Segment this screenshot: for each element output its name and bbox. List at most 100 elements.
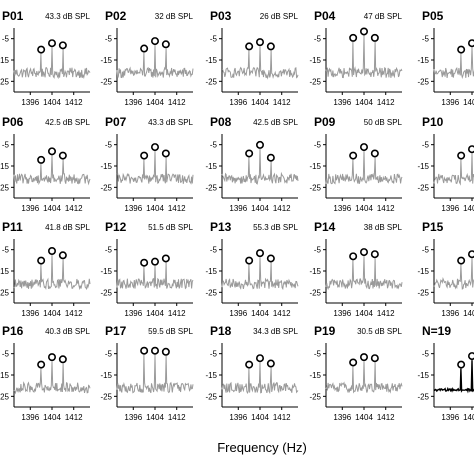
y-tick-label: -15 — [417, 267, 429, 276]
x-tick-label: 1412 — [168, 98, 186, 107]
spectrum-trace — [221, 257, 299, 291]
peak-marker — [468, 352, 474, 361]
peak-marker — [457, 45, 466, 54]
peak-marker — [255, 38, 264, 47]
spectrum-trace — [221, 46, 299, 80]
spectrum-trace — [13, 254, 91, 291]
spl-label: 41.8 dB SPL — [45, 223, 90, 232]
y-tick-label: -25 — [309, 392, 321, 401]
peak-marker — [47, 39, 56, 48]
y-tick-label: -5 — [210, 350, 218, 359]
panel-label: P05 — [422, 9, 444, 23]
y-tick-label: -15 — [309, 267, 321, 276]
peak-marker — [370, 354, 379, 363]
y-tick-label: -15 — [205, 371, 217, 380]
panel-p09: -5 -15 -25 1396 1404 1412 P09 50 dB SPL — [309, 115, 402, 213]
peak-marker — [359, 143, 368, 152]
y-tick-label: -5 — [314, 141, 322, 150]
x-tick-label: 1404 — [146, 413, 164, 422]
y-tick-label: -15 — [0, 56, 10, 65]
peak-marker — [370, 149, 379, 158]
x-tick-label: 1404 — [251, 98, 269, 107]
x-tick-label: 1396 — [333, 309, 351, 318]
peak-marker — [457, 360, 466, 369]
peak-marker — [370, 250, 379, 259]
spectrum-trace — [433, 153, 474, 186]
spectrum-trace — [325, 151, 403, 185]
y-tick-label: -15 — [417, 56, 429, 65]
x-tick-label: 1404 — [251, 309, 269, 318]
x-tick-label: 1396 — [229, 204, 247, 213]
x-tick-label: 1396 — [441, 98, 459, 107]
y-tick-label: -5 — [210, 141, 218, 150]
y-tick-label: -5 — [105, 246, 113, 255]
x-tick-label: 1404 — [146, 204, 164, 213]
peak-marker — [151, 257, 160, 266]
x-tick-label: 1412 — [377, 309, 395, 318]
panel-label: P02 — [105, 9, 127, 23]
y-tick-label: -15 — [100, 371, 112, 380]
y-tick-label: -5 — [422, 35, 430, 44]
x-tick-label: 1412 — [377, 413, 395, 422]
panel-p19: -5 -15 -25 1396 1404 1412 P19 30.5 dB SPL — [309, 324, 402, 422]
spl-label: 34.3 dB SPL — [253, 327, 298, 336]
x-tick-label: 1404 — [463, 98, 474, 107]
x-tick-label: 1412 — [273, 413, 291, 422]
x-tick-label: 1404 — [251, 204, 269, 213]
peak-marker — [349, 252, 358, 261]
y-tick-label: -5 — [314, 35, 322, 44]
x-tick-label: 1404 — [355, 309, 373, 318]
peak-marker — [161, 40, 170, 49]
y-tick-label: -15 — [100, 56, 112, 65]
x-tick-label: 1404 — [463, 413, 474, 422]
y-tick-label: -5 — [210, 35, 218, 44]
x-tick-label: 1396 — [124, 413, 142, 422]
x-tick-label: 1396 — [229, 413, 247, 422]
y-tick-label: -25 — [309, 288, 321, 297]
panel-p17: -5 -15 -25 1396 1404 1412 P17 59.5 dB SPL — [100, 324, 193, 422]
y-tick-label: -15 — [100, 267, 112, 276]
peak-marker — [468, 39, 474, 48]
x-tick-label: 1396 — [333, 413, 351, 422]
peak-marker — [359, 27, 368, 36]
x-tick-label: 1412 — [273, 309, 291, 318]
spectrum-trace — [13, 361, 91, 395]
panel-label: P06 — [2, 115, 24, 129]
panel-n19: -5-15-25139614041412N=1944 — [417, 324, 474, 422]
peak-marker — [151, 346, 160, 355]
x-tick-label: 1396 — [21, 413, 39, 422]
panel-p08: -5 -15 -25 1396 1404 1412 P08 42.5 dB SPL — [205, 115, 298, 213]
y-tick-label: -25 — [0, 392, 10, 401]
x-tick-label: 1404 — [355, 413, 373, 422]
peak-marker — [47, 247, 56, 256]
x-tick-label: 1412 — [377, 204, 395, 213]
y-tick-label: -15 — [309, 371, 321, 380]
y-tick-label: -5 — [105, 141, 113, 150]
x-tick-label: 1404 — [251, 413, 269, 422]
y-tick-label: -5 — [2, 246, 10, 255]
panel-p04: -5 -15 -25 1396 1404 1412 P04 47 dB SPL — [309, 9, 402, 107]
spectrum-trace — [325, 35, 403, 79]
panel-p10: -5-15-25139614041412P1054.5 — [417, 115, 474, 213]
x-tick-label: 1404 — [146, 309, 164, 318]
y-tick-label: -25 — [309, 183, 321, 192]
panel-label: P16 — [2, 324, 24, 338]
spectrum-trace — [325, 361, 403, 394]
y-tick-label: -5 — [105, 350, 113, 359]
panel-p13: -5 -15 -25 1396 1404 1412 P13 55.3 dB SPL — [205, 220, 298, 318]
x-tick-label: 1396 — [333, 204, 351, 213]
peak-marker — [37, 155, 46, 164]
panel-p12: -5 -15 -25 1396 1404 1412 P12 51.5 dB SPL — [100, 220, 193, 318]
spectrum-trace — [116, 45, 194, 79]
peak-marker — [266, 359, 275, 368]
peak-marker — [245, 149, 254, 158]
peak-marker — [349, 358, 358, 367]
peak-marker — [255, 140, 264, 149]
peak-marker — [161, 347, 170, 356]
peak-marker — [359, 353, 368, 362]
x-tick-label: 1396 — [21, 309, 39, 318]
x-tick-label: 1404 — [43, 204, 61, 213]
peak-marker — [151, 37, 160, 46]
y-tick-label: -15 — [205, 267, 217, 276]
y-tick-label: -15 — [417, 371, 429, 380]
